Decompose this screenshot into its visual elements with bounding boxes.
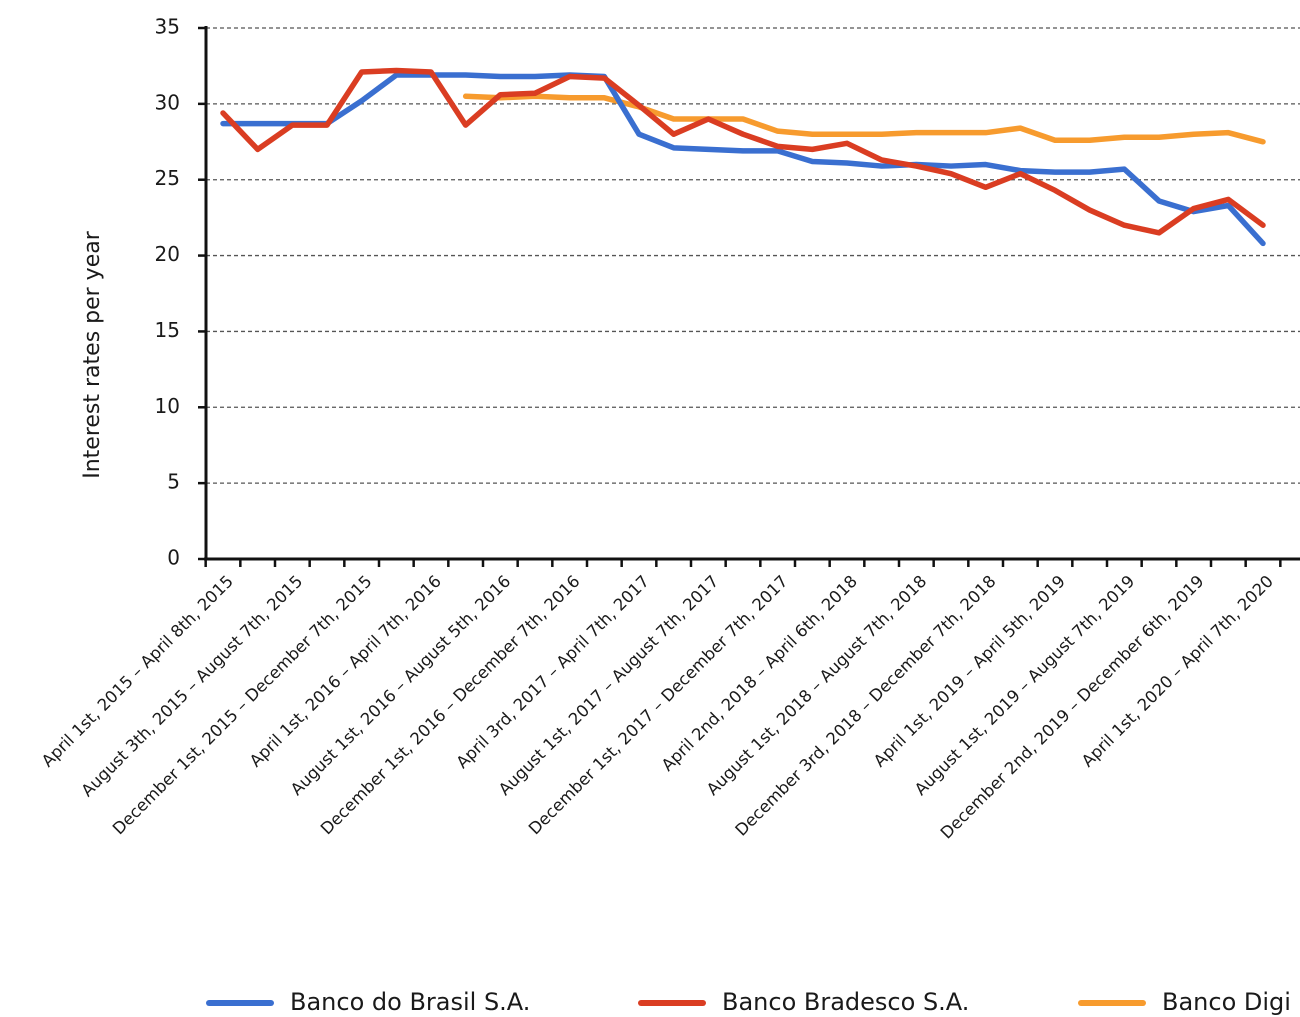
y-tick-label: 10 bbox=[155, 394, 180, 418]
y-tick-label: 0 bbox=[167, 546, 180, 570]
x-tick-label: December 3rd, 2018 – December 7th, 2018 bbox=[732, 572, 1000, 840]
legend-label-1: Banco Bradesco S.A. bbox=[722, 988, 969, 1016]
series-lines bbox=[220, 67, 1266, 247]
y-tick-label: 35 bbox=[155, 15, 180, 39]
axes bbox=[204, 26, 1300, 561]
y-tick-label: 25 bbox=[155, 166, 180, 190]
legend-label-2: Banco Digi bbox=[1162, 988, 1291, 1016]
y-axis-title: Interest rates per year bbox=[80, 230, 105, 478]
x-tick-label: December 1st, 2016 – December 7th, 2016 bbox=[317, 572, 584, 839]
x-tick-label: December 2nd, 2019 – December 6th, 2019 bbox=[937, 572, 1208, 843]
series-line-1 bbox=[220, 67, 1266, 236]
y-tick-label: 30 bbox=[155, 90, 180, 114]
series-line-2 bbox=[462, 93, 1266, 145]
x-axis-ticks: April 1st, 2015 – April 8th, 2015August … bbox=[38, 559, 1282, 843]
y-tick-label: 5 bbox=[167, 470, 180, 494]
grid-lines bbox=[206, 27, 1300, 484]
legend-label-0: Banco do Brasil S.A. bbox=[290, 988, 530, 1016]
y-tick-label: 15 bbox=[155, 318, 180, 342]
legend: Banco do Brasil S.A. Banco Bradesco S.A. B… bbox=[206, 988, 1291, 1016]
y-axis-ticks: 0 5 10 15 20 25 30 35 bbox=[155, 15, 206, 570]
y-tick-label: 20 bbox=[155, 242, 180, 266]
series-line-0 bbox=[220, 72, 1266, 247]
x-tick-label: December 1st, 2017 – December 7th, 2017 bbox=[525, 572, 792, 839]
x-tick-label: December 1st, 2015 – December 7th, 2015 bbox=[109, 572, 376, 839]
